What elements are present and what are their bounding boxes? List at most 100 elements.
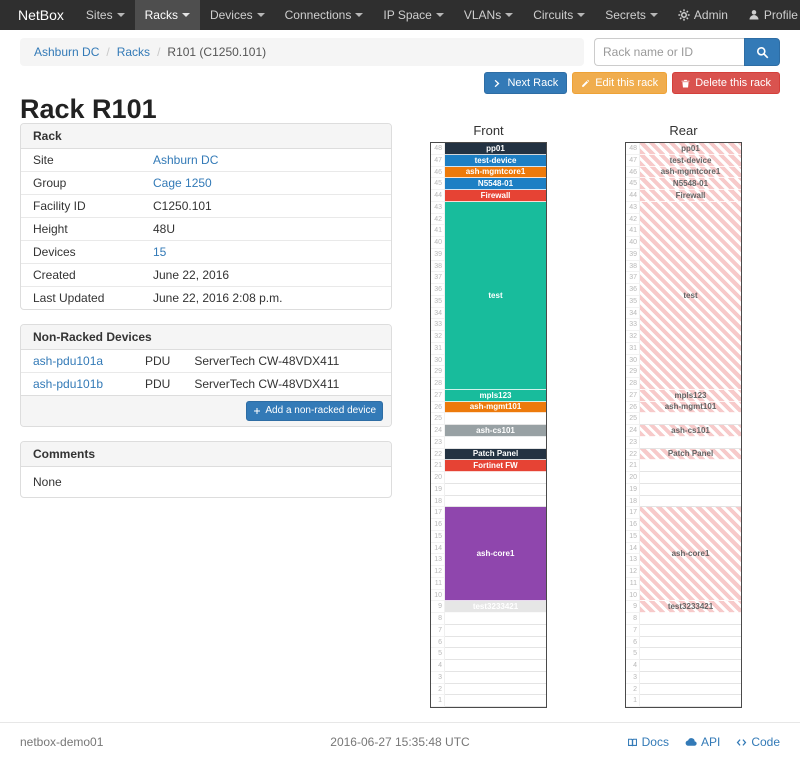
rack-unit-number: 28	[626, 378, 639, 390]
caret-down-icon	[435, 13, 444, 17]
rack-unit-number: 25	[626, 413, 639, 425]
rack-unit-number: 35	[626, 296, 639, 308]
rack-empty-slot	[640, 495, 741, 508]
rack-device-patch-panel[interactable]: Patch Panel	[640, 448, 741, 461]
brand[interactable]: NetBox	[18, 7, 64, 23]
columns: Rack Site Ashburn DC Group Cage 1250 Fac…	[20, 123, 780, 708]
rack-unit-number: 46	[431, 167, 444, 179]
nav-item-ip-space[interactable]: IP Space	[373, 0, 453, 30]
rack-device-ash-cs101[interactable]: ash-cs101	[445, 425, 546, 437]
rack-unit-number: 1	[626, 695, 639, 707]
next-rack-button[interactable]: Next Rack	[484, 72, 568, 94]
gear-icon	[678, 9, 694, 21]
rack-device-fortinet-fw[interactable]: Fortinet FW	[445, 460, 546, 472]
rack-device-ash-mgmtcore1[interactable]: ash-mgmtcore1	[640, 166, 741, 179]
delete-rack-button[interactable]: Delete this rack	[672, 72, 780, 94]
rack-unit-number: 33	[431, 319, 444, 331]
rack-slots: pp01 test-device ash-mgmtcore1 N5548-01 Fire…	[445, 143, 546, 707]
rack-unit-number: 21	[431, 460, 444, 472]
search-input[interactable]	[594, 38, 744, 66]
rack-empty-slot	[445, 413, 546, 425]
rack-unit-number: 41	[431, 225, 444, 237]
nav-item-devices[interactable]: Devices	[200, 0, 275, 30]
rack-empty-slot	[445, 624, 546, 637]
device-link[interactable]: ash-pdu101b	[33, 377, 104, 391]
breadcrumb-site-link[interactable]: Ashburn DC	[34, 45, 100, 59]
site-link[interactable]: Ashburn DC	[153, 153, 219, 167]
nav-item-racks[interactable]: Racks	[134, 0, 200, 30]
rack-unit-number: 21	[626, 460, 639, 472]
nav-item-sites[interactable]: Sites	[76, 0, 135, 30]
rack-unit-number: 14	[431, 543, 444, 555]
device-type: ServerTech CW-48VDX411	[194, 354, 340, 368]
book-icon	[627, 737, 638, 748]
breadcrumb-separator: /	[106, 45, 110, 59]
rack-device-mpls123[interactable]: mpls123	[445, 389, 546, 402]
rack-device-pp01[interactable]: pp01	[445, 143, 546, 155]
rack-unit-number: 12	[626, 566, 639, 578]
rack-device-ash-core1[interactable]: ash-core1	[445, 507, 546, 602]
admin-link[interactable]: Admin	[668, 0, 738, 30]
rack-device-ash-mgmt101[interactable]: ash-mgmt101	[640, 401, 741, 414]
profile-link[interactable]: Profile	[738, 0, 800, 30]
rack-unit-number: 26	[431, 402, 444, 414]
rack-device-test3233421[interactable]: test3233421	[445, 601, 546, 613]
rack-unit-numbers: 48 47 46 45 44 43 42 41 40 39 38 37 36 35 34 33 32 31 30 29…	[626, 143, 640, 707]
caret-down-icon	[181, 13, 190, 17]
add-non-racked-device-button[interactable]: Add a non-racked device	[246, 401, 383, 421]
rack-device-ash-mgmt101[interactable]: ash-mgmt101	[445, 401, 546, 414]
nav-item-circuits[interactable]: Circuits	[523, 0, 595, 30]
created-value: June 22, 2016	[141, 263, 391, 287]
table-row: ash-pdu101a PDU ServerTech CW-48VDX411	[21, 350, 391, 373]
left-column: Rack Site Ashburn DC Group Cage 1250 Fac…	[20, 123, 392, 512]
rack-empty-slot	[640, 460, 741, 472]
rack-device-ash-core1[interactable]: ash-core1	[640, 507, 741, 602]
nav-item-connections[interactable]: Connections	[275, 0, 374, 30]
api-link[interactable]: API	[685, 735, 720, 749]
rack-unit-number: 13	[626, 554, 639, 566]
device-link[interactable]: ash-pdu101a	[33, 354, 104, 368]
rack-unit-number: 47	[431, 155, 444, 167]
rack-device-pp01[interactable]: pp01	[640, 143, 741, 155]
rack-device-patch-panel[interactable]: Patch Panel	[445, 448, 546, 461]
rack-unit-number: 37	[626, 272, 639, 284]
rack-unit-number: 27	[431, 390, 444, 402]
search-button[interactable]	[744, 38, 780, 66]
rack-device-n5548-01[interactable]: N5548-01	[445, 178, 546, 190]
attr-label: Height	[21, 217, 141, 241]
rack-device-ash-mgmtcore1[interactable]: ash-mgmtcore1	[445, 166, 546, 179]
nav-item-secrets[interactable]: Secrets	[595, 0, 668, 30]
rack-device-test[interactable]: test	[640, 201, 741, 390]
front-elevation: Front 48 47 46 45 44 43 42 41 40 39 38 37 36 35 34 33 32…	[430, 123, 547, 708]
pencil-icon	[581, 79, 590, 88]
rack-device-test-device[interactable]: test-device	[445, 154, 546, 167]
rack-unit-number: 1	[431, 695, 444, 707]
rack-device-ash-cs101[interactable]: ash-cs101	[640, 425, 741, 437]
docs-link[interactable]: Docs	[627, 735, 669, 749]
rack-device-firewall[interactable]: Firewall	[445, 190, 546, 202]
rack-device-mpls123[interactable]: mpls123	[640, 389, 741, 402]
rack-empty-slot	[640, 483, 741, 496]
rack-unit-number: 39	[431, 249, 444, 261]
rack-device-test[interactable]: test	[445, 201, 546, 390]
table-row: Devices 15	[21, 240, 391, 264]
rack-unit-number: 5	[431, 648, 444, 660]
rack-device-n5548-01[interactable]: N5548-01	[640, 178, 741, 190]
rack-device-firewall[interactable]: Firewall	[640, 190, 741, 202]
table-row: Facility ID C1250.101	[21, 194, 391, 218]
devices-count-link[interactable]: 15	[153, 245, 167, 259]
rack-unit-number: 9	[626, 601, 639, 613]
last-updated-value: June 22, 2016 2:08 p.m.	[141, 286, 391, 309]
non-racked-devices-table: ash-pdu101a PDU ServerTech CW-48VDX411 a…	[21, 350, 391, 395]
rack-device-test-device[interactable]: test-device	[640, 154, 741, 167]
code-link[interactable]: Code	[736, 735, 780, 749]
rack-unit-number: 15	[431, 531, 444, 543]
table-row: Height 48U	[21, 217, 391, 241]
nav-item-vlans[interactable]: VLANs	[454, 0, 523, 30]
user-icon	[748, 9, 764, 21]
breadcrumb-racks-link[interactable]: Racks	[116, 45, 151, 59]
rack-device-test3233421[interactable]: test3233421	[640, 601, 741, 613]
group-link[interactable]: Cage 1250	[153, 176, 212, 190]
trash-icon	[681, 79, 690, 88]
edit-rack-button[interactable]: Edit this rack	[572, 72, 668, 94]
